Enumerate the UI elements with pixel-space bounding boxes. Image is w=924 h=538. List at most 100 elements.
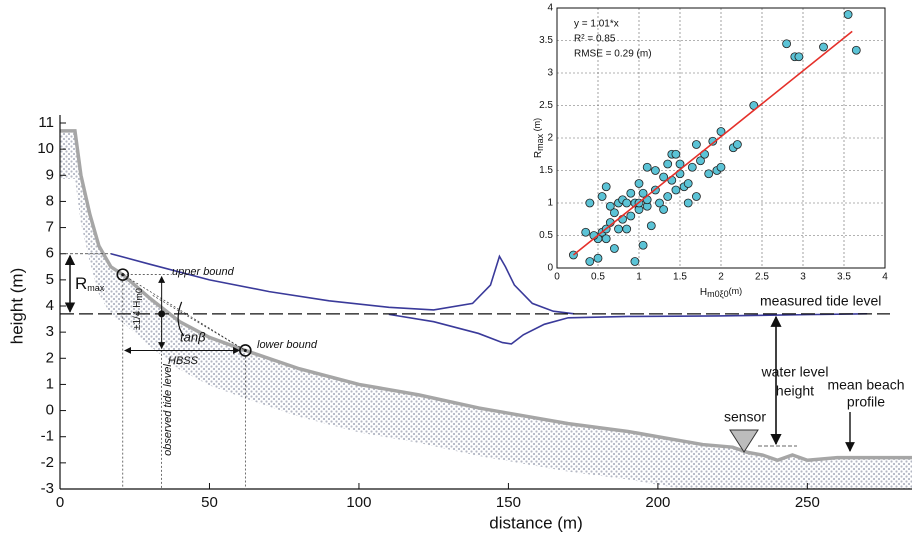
inset-x-label-part: H <box>700 287 707 298</box>
water-line <box>388 313 868 345</box>
scatter-point <box>642 162 652 172</box>
x-tick-label: 150 <box>496 494 521 511</box>
inset-y-label-part: R <box>533 151 544 158</box>
scatter-point <box>683 179 693 188</box>
scatter-point <box>692 192 701 201</box>
scatter-point <box>675 159 685 169</box>
inset-y-tick-label: 1.5 <box>539 165 553 176</box>
y-tick-label: 7 <box>46 219 54 236</box>
x-tick-label: 250 <box>795 494 820 511</box>
inset-x-tick-label: 0 <box>554 272 560 283</box>
scatter-point <box>716 127 726 136</box>
scatter-point <box>671 185 681 195</box>
fit-stat: y = 1.01*x <box>574 19 619 30</box>
observed-tide-label: observed tide level <box>162 364 174 456</box>
inset-y-tick-label: 3.5 <box>539 35 553 46</box>
inset-y-label: Rmax (m) <box>532 118 545 158</box>
y-tick-label: 10 <box>37 140 54 157</box>
scatter-point <box>659 172 668 182</box>
scatter-point <box>630 257 640 266</box>
inset-y-tick-label: 1 <box>547 198 553 209</box>
y-tick-label: 11 <box>38 114 54 131</box>
x-tick-label: 50 <box>201 494 218 511</box>
y-tick-label: 8 <box>46 192 54 209</box>
scatter-point <box>626 188 636 198</box>
x-tick-label: 0 <box>56 494 64 511</box>
inset-y-label-part: max <box>535 133 545 151</box>
rmax-label-part: max <box>87 283 105 293</box>
scatter-point <box>794 52 804 62</box>
slope-line <box>152 295 246 351</box>
scatter-point <box>819 42 828 52</box>
inset-x-tick-label: 1 <box>636 272 642 283</box>
tanb-label: tanβ <box>180 329 206 344</box>
scatter-point <box>638 240 648 250</box>
inset-x-tick-label: 1.5 <box>673 272 687 283</box>
fit-stat: R² = 0.85 <box>574 34 616 45</box>
scatter-point <box>663 159 673 169</box>
scatter-point <box>601 182 611 192</box>
scatter-point <box>585 257 595 266</box>
inset-x-tick-label: 2.5 <box>755 272 769 283</box>
inset-y-label-part: (m) <box>532 118 542 134</box>
scatter-point <box>708 136 718 146</box>
slope-line <box>122 274 246 351</box>
inset-x-tick-label: 2 <box>718 272 724 283</box>
upper-bound-label: upper bound <box>172 266 235 278</box>
scatter-point <box>782 39 791 49</box>
y-tick-label: 0 <box>46 402 54 419</box>
y-tick-label: -1 <box>41 428 54 445</box>
y-tick-label: -2 <box>41 454 54 471</box>
hbss-label: HBSS <box>168 355 199 367</box>
y-tick-label: 4 <box>46 297 54 314</box>
inset-frame <box>556 7 886 269</box>
beach-profile-label: profile <box>847 394 885 410</box>
scatter-point <box>696 156 705 166</box>
scatter-point <box>605 201 615 211</box>
scatter-point <box>626 211 636 221</box>
inset-x-tick-label: 0.5 <box>591 272 605 283</box>
inset-y-tick-label: 4 <box>547 3 553 14</box>
scatter-point <box>597 192 607 201</box>
scatter-point <box>851 45 861 55</box>
measured-tide-label: measured tide level <box>760 293 881 309</box>
plot-area <box>60 129 912 489</box>
inset-x-tick-label: 4 <box>882 272 888 283</box>
lower-bound-label: lower bound <box>257 339 318 351</box>
inset-y-tick-label: 0.5 <box>539 230 553 241</box>
scatter-point <box>687 162 697 172</box>
hm0-label: ±1/4 Hm0 <box>132 288 145 330</box>
scatter-point <box>593 253 603 263</box>
rmax-label-part: R <box>75 274 87 293</box>
inset-y-tick-label: 2 <box>547 133 553 144</box>
inset-x-tick-label: 3 <box>800 272 806 283</box>
sensor-label: sensor <box>724 409 766 425</box>
scatter-point <box>646 221 656 231</box>
scatter-point <box>610 244 619 253</box>
scatter-point <box>614 224 623 234</box>
scatter-point <box>622 198 632 208</box>
scatter-point <box>638 188 648 198</box>
scatter-point <box>716 162 726 172</box>
fit-line <box>572 30 853 256</box>
scatter-point <box>651 166 660 175</box>
beach-profile-label: mean beach <box>827 377 904 393</box>
scatter-point <box>692 140 701 149</box>
scatter-point <box>610 208 619 218</box>
hm0-label-part: ±1/4 H <box>132 301 143 330</box>
hm0-label-part: m0 <box>134 288 144 301</box>
beach-profile <box>60 129 912 463</box>
inset-x-label-part: (m) <box>729 286 743 296</box>
y-tick-label: -3 <box>41 480 54 497</box>
inset-x-label: Hm0ξ0(m) <box>700 286 742 299</box>
scatter-point <box>601 234 611 244</box>
scatter-point <box>733 140 742 149</box>
sensor-icon <box>729 429 759 453</box>
ground-hatch <box>60 130 912 489</box>
y-tick-label: 3 <box>46 323 54 340</box>
scatter-point <box>581 227 591 237</box>
scatter-point <box>585 198 595 208</box>
y-tick-label: 1 <box>46 375 54 392</box>
y-axis-label: height (m) <box>7 268 26 345</box>
x-tick-label: 200 <box>645 494 670 511</box>
